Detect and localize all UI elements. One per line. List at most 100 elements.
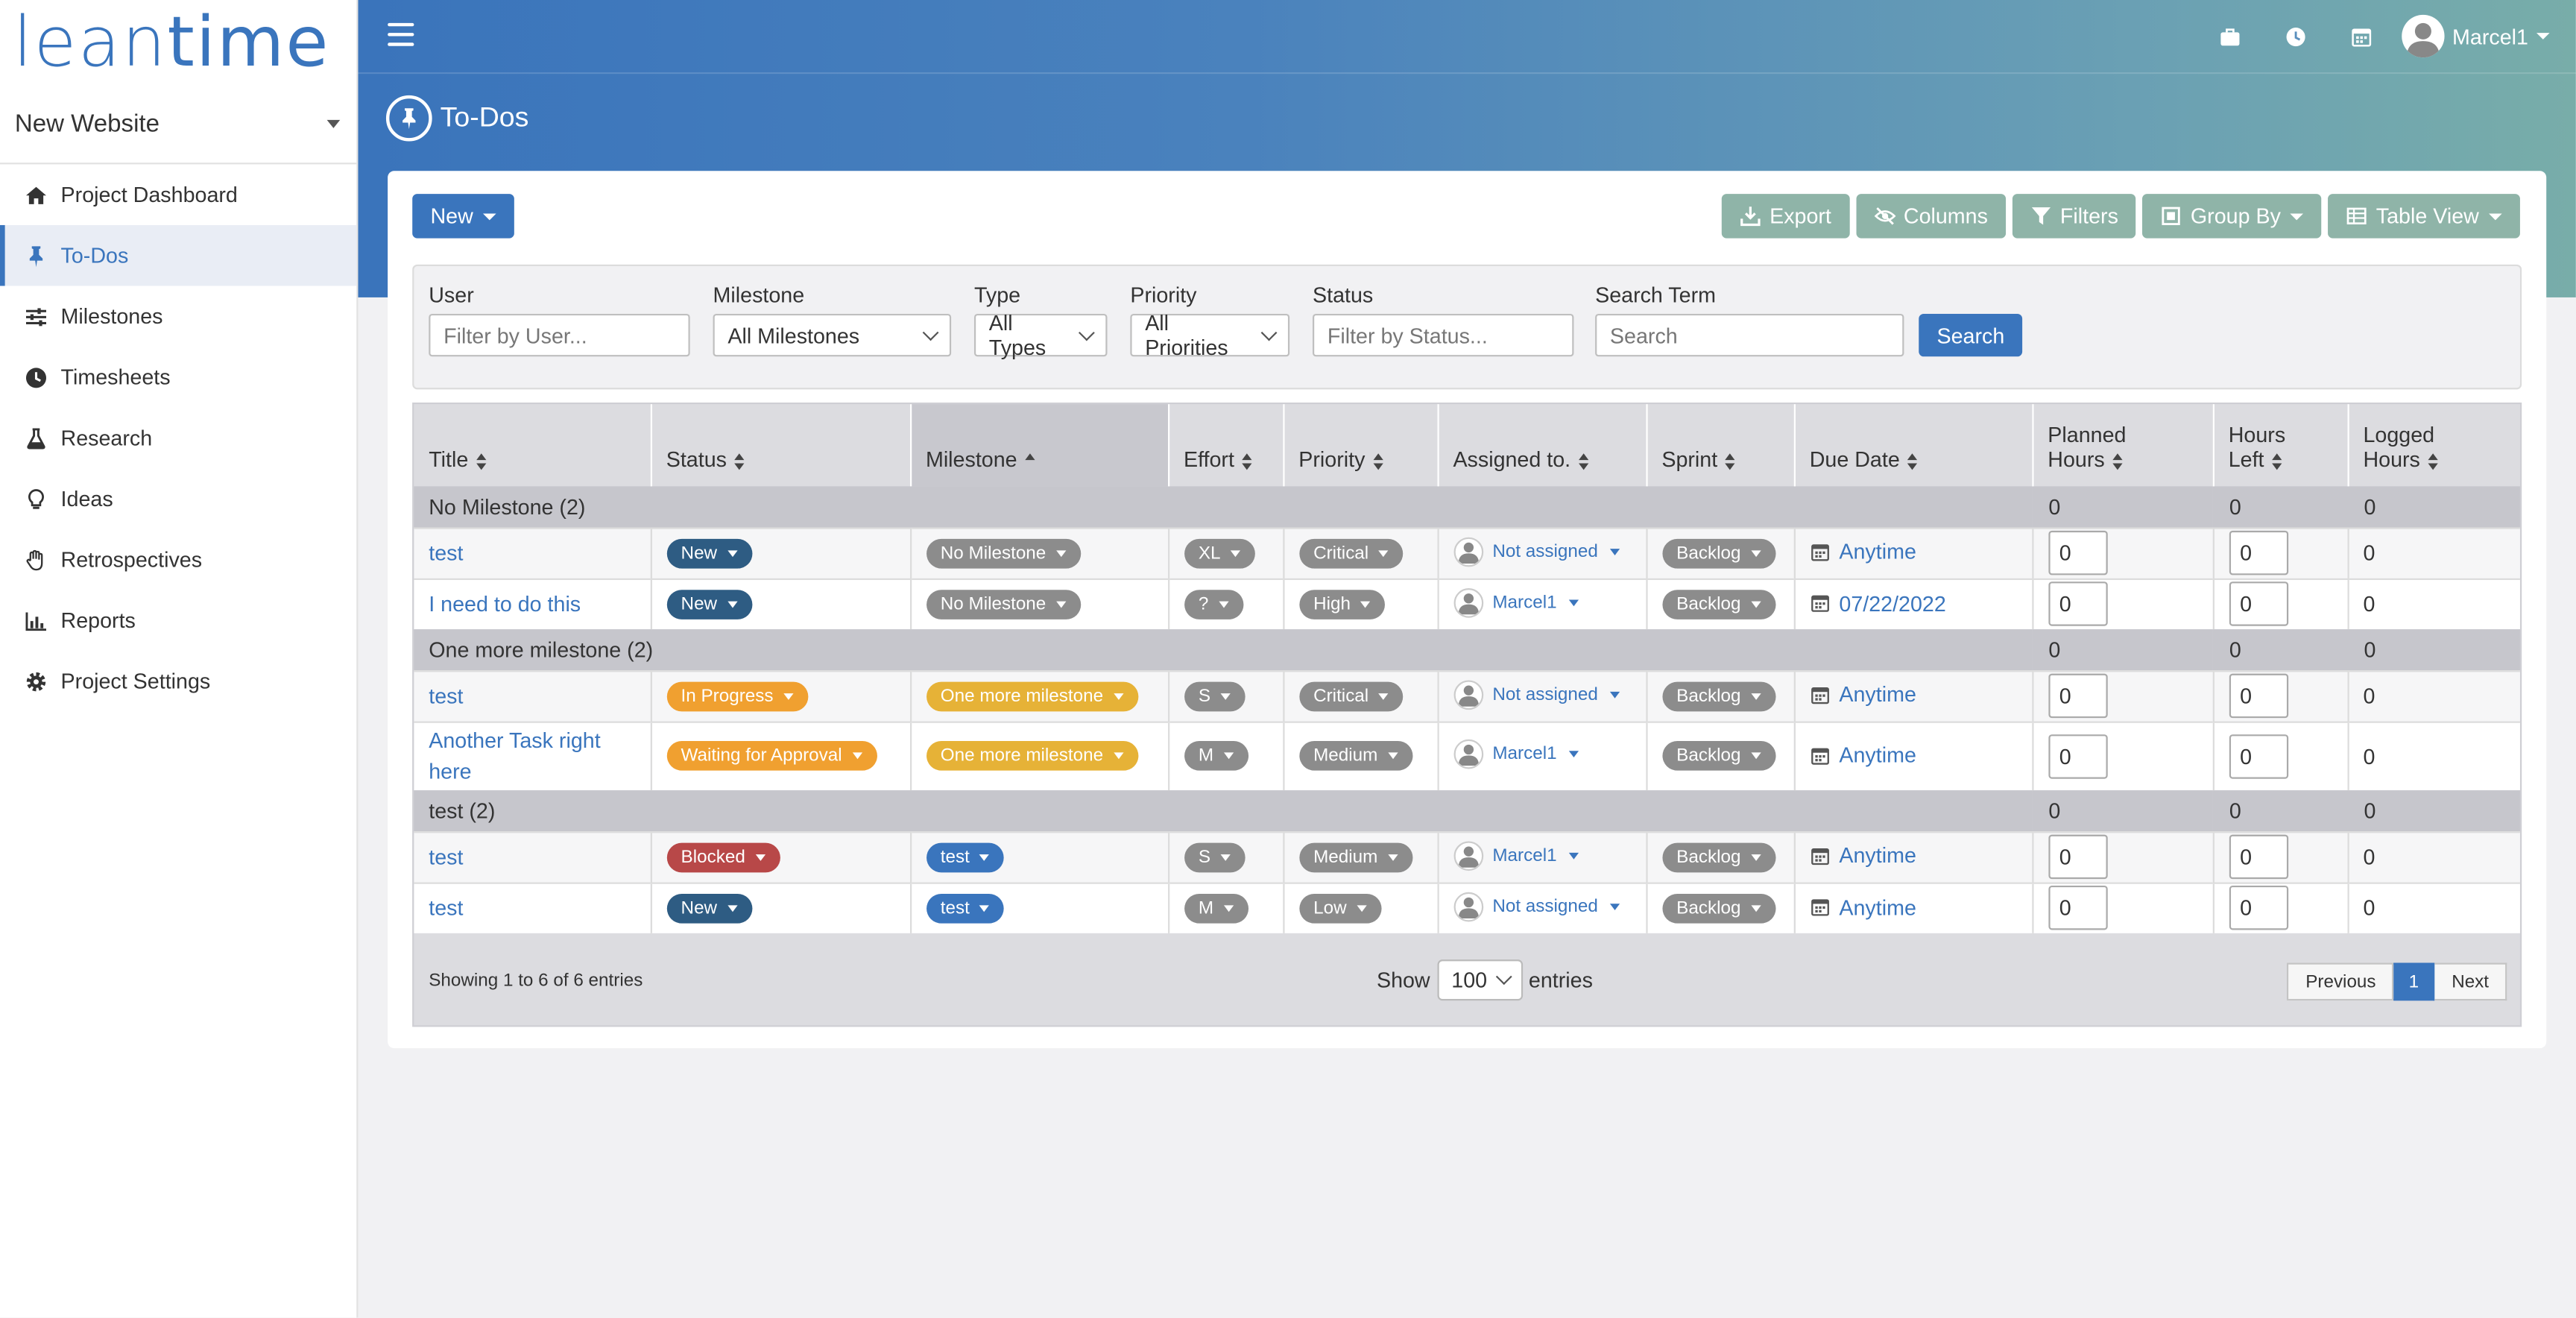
new-button[interactable]: New	[412, 194, 514, 239]
column-header-priority[interactable]: Priority	[1283, 404, 1439, 487]
planned-hours-input[interactable]: 0	[2048, 530, 2107, 576]
status-dropdown[interactable]: New	[666, 893, 752, 924]
assignee-dropdown[interactable]: Marcel1	[1453, 740, 1579, 770]
sidebar-item-timesheets[interactable]: Timesheets	[0, 347, 356, 408]
table-row[interactable]: test Blocked test S Medium Marcel1 Backlog Anyt…	[414, 830, 2520, 883]
column-header-effort[interactable]: Effort	[1168, 404, 1284, 487]
export-button[interactable]: Export	[1722, 194, 1850, 239]
sidebar-item-research[interactable]: Research	[0, 408, 356, 469]
sidebar-item-retrospectives[interactable]: Retrospectives	[0, 529, 356, 590]
planned-hours-input[interactable]: 0	[2048, 581, 2107, 627]
project-selector[interactable]: New Website	[0, 86, 357, 165]
hours-left-input[interactable]: 0	[2228, 530, 2288, 576]
column-header-planned-hours[interactable]: Planned Hours	[2032, 404, 2214, 487]
sprint-dropdown[interactable]: Backlog	[1661, 842, 1775, 872]
status-dropdown[interactable]: Blocked	[666, 842, 780, 872]
due-date-picker[interactable]: 07/22/2022	[1810, 590, 1946, 615]
milestone-select[interactable]: All Milestones	[713, 313, 952, 357]
status-dropdown[interactable]: New	[666, 537, 752, 568]
due-date-picker[interactable]: Anytime	[1810, 843, 1916, 868]
status-filter-input[interactable]: Filter by Status...	[1312, 313, 1574, 357]
table-row[interactable]: Another Task right here Waiting for Appro…	[414, 720, 2520, 791]
sprint-dropdown[interactable]: Backlog	[1661, 741, 1775, 772]
effort-dropdown[interactable]: M	[1183, 741, 1248, 772]
sidebar-item-milestones[interactable]: Milestones	[0, 286, 356, 347]
milestone-dropdown[interactable]: test	[925, 842, 1005, 872]
task-title-link[interactable]: test	[429, 895, 464, 921]
group-by-button[interactable]: Group By	[2142, 194, 2323, 239]
due-date-picker[interactable]: Anytime	[1810, 895, 1916, 919]
columns-button[interactable]: Columns	[1855, 194, 2007, 239]
previous-page-button[interactable]: Previous	[2287, 962, 2394, 1001]
status-dropdown[interactable]: New	[666, 589, 752, 619]
milestone-dropdown[interactable]: No Milestone	[925, 589, 1081, 619]
effort-dropdown[interactable]: M	[1183, 893, 1248, 924]
status-dropdown[interactable]: Waiting for Approval	[666, 741, 877, 772]
filters-button[interactable]: Filters	[2012, 194, 2137, 239]
assignee-dropdown[interactable]: Marcel1	[1453, 840, 1579, 871]
sprint-dropdown[interactable]: Backlog	[1661, 681, 1775, 711]
user-filter-input[interactable]: Filter by User...	[429, 313, 690, 357]
assignee-dropdown[interactable]: Marcel1	[1453, 587, 1579, 618]
planned-hours-input[interactable]: 0	[2048, 673, 2107, 719]
effort-dropdown[interactable]: S	[1183, 842, 1246, 872]
column-header-logged-hours[interactable]: Logged Hours	[2347, 404, 2520, 487]
type-select[interactable]: All Types	[973, 311, 1108, 360]
briefcase-icon[interactable]	[2197, 13, 2263, 60]
hours-left-input[interactable]: 0	[2228, 886, 2288, 931]
sidebar-item-ideas[interactable]: Ideas	[0, 468, 356, 529]
table-row[interactable]: I need to do this New No Milestone? High Mar…	[414, 577, 2520, 630]
next-page-button[interactable]: Next	[2435, 962, 2507, 1001]
hours-left-input[interactable]: 0	[2228, 673, 2288, 719]
column-header-milestone[interactable]: Milestone	[910, 404, 1169, 487]
column-header-hours-left[interactable]: Hours Left	[2212, 404, 2349, 487]
priority-dropdown[interactable]: Critical	[1298, 537, 1404, 568]
column-header-status[interactable]: Status	[650, 404, 912, 487]
task-title-link[interactable]: test	[429, 844, 464, 869]
hours-left-input[interactable]: 0	[2228, 581, 2288, 627]
table-row[interactable]: test New test M Low Not assigned Backlog Anytim…	[414, 881, 2520, 933]
search-input[interactable]: Search	[1595, 313, 1904, 357]
sprint-dropdown[interactable]: Backlog	[1661, 893, 1775, 924]
priority-dropdown[interactable]: Low	[1298, 893, 1381, 924]
column-header-title[interactable]: Title	[414, 404, 651, 487]
effort-dropdown[interactable]: ?	[1183, 589, 1243, 619]
hamburger-menu-icon[interactable]	[388, 22, 414, 46]
table-view-button[interactable]: Table View	[2328, 194, 2520, 239]
task-title-link[interactable]: Another Task right here	[429, 728, 601, 784]
assignee-dropdown[interactable]: Not assigned	[1453, 536, 1620, 567]
milestone-dropdown[interactable]: test	[925, 893, 1005, 924]
sidebar-item-reports[interactable]: Reports	[0, 590, 356, 651]
priority-dropdown[interactable]: Medium	[1298, 741, 1412, 772]
assignee-dropdown[interactable]: Not assigned	[1453, 892, 1620, 921]
due-date-picker[interactable]: Anytime	[1810, 539, 1916, 564]
priority-dropdown[interactable]: Medium	[1298, 842, 1412, 872]
due-date-picker[interactable]: Anytime	[1810, 682, 1916, 707]
clock-icon[interactable]	[2264, 13, 2329, 60]
milestone-dropdown[interactable]: One more milestone	[925, 681, 1138, 711]
priority-dropdown[interactable]: Critical	[1298, 681, 1404, 711]
priority-dropdown[interactable]: High	[1298, 589, 1386, 619]
calendar-icon[interactable]	[2329, 13, 2395, 60]
planned-hours-input[interactable]: 0	[2048, 886, 2107, 931]
entries-select[interactable]: 100	[1436, 959, 1523, 1001]
sidebar-item-todos[interactable]: To-Dos	[0, 224, 357, 286]
sprint-dropdown[interactable]: Backlog	[1661, 537, 1775, 568]
column-header-assigned[interactable]: Assigned to.	[1437, 404, 1647, 487]
page-1-button[interactable]: 1	[2393, 962, 2436, 1001]
search-button[interactable]: Search	[1919, 313, 2023, 357]
hours-left-input[interactable]: 0	[2228, 834, 2288, 880]
status-dropdown[interactable]: In Progress	[666, 681, 808, 711]
effort-dropdown[interactable]: XL	[1183, 537, 1255, 568]
hours-left-input[interactable]: 0	[2228, 734, 2288, 779]
task-title-link[interactable]: test	[429, 540, 464, 566]
priority-select[interactable]: All Priorities	[1130, 311, 1290, 360]
planned-hours-input[interactable]: 0	[2048, 734, 2107, 779]
leantime-logo[interactable]: leantime	[0, 0, 356, 86]
user-menu[interactable]: Marcel1	[2401, 14, 2550, 58]
due-date-picker[interactable]: Anytime	[1810, 742, 1916, 767]
sprint-dropdown[interactable]: Backlog	[1661, 589, 1775, 619]
task-title-link[interactable]: test	[429, 683, 464, 708]
table-row[interactable]: test New No Milestone XL Critical Not assigne…	[414, 526, 2520, 578]
assignee-dropdown[interactable]: Not assigned	[1453, 679, 1620, 710]
